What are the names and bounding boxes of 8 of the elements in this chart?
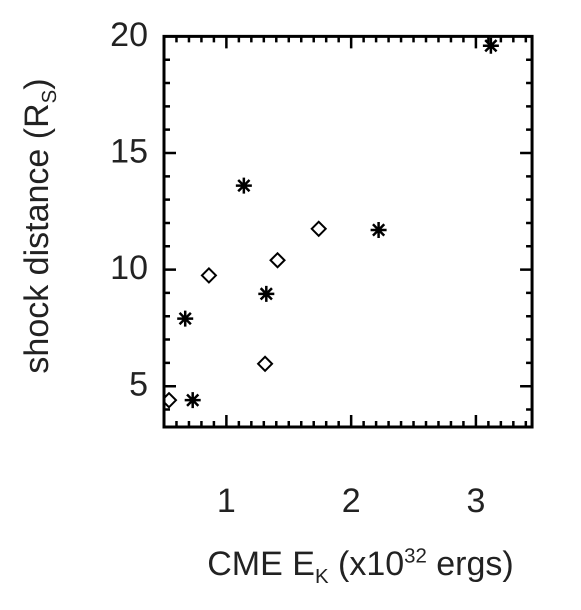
x-tick-label: 2 [342, 482, 361, 520]
y-tick-label: 5 [129, 366, 148, 404]
y-tick-label: 10 [110, 248, 148, 287]
x-tick-label: 1 [216, 482, 236, 520]
x-tick-label: 3 [466, 482, 486, 520]
y-tick-label: 15 [110, 132, 148, 170]
x-axis-title: CME E$_{K}$ (x10$^{32}$ ergs) [206, 545, 515, 589]
y-tick-label: 20 [110, 16, 148, 54]
